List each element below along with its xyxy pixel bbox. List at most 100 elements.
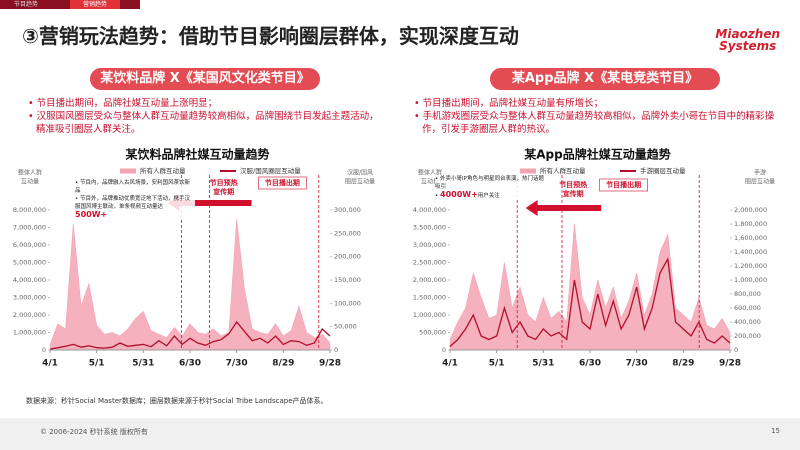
x-tick-label: 8/29 (272, 359, 294, 369)
slide-title: ③营销玩法趋势：借助节目影响圈层群体，实现深度互动 (22, 24, 519, 48)
y-tick-label: 3,500,000 (413, 224, 446, 232)
area (449, 223, 731, 351)
y2-tick-label: 1,000,000 (734, 276, 767, 284)
note-box: • 外卖小哥IP角色与明星同台表演，热门话题吸引 • 4000W+用户关注 (435, 175, 545, 200)
y-tick-label: 0 (442, 346, 446, 354)
period-label: 宣传期 (213, 187, 234, 196)
note: • 节目内，品牌融入古风场景，安利国风茶饮新品 • 节目外，品牌推动优质宽泛地下活… (75, 179, 195, 220)
panel-heading: 某饮料品牌 X《某国风文化类节目》 (90, 68, 320, 90)
note-line: • 节目外，品牌推动优质宽泛地下活动，携手汉服国风博主联动，单条视频互动量达50… (75, 196, 191, 219)
period-label: 节目预热 (559, 180, 587, 189)
x-tick-label: 6/30 (179, 359, 201, 369)
logo-text: Miaozhen (715, 27, 780, 41)
x-tick-label: 5/1 (89, 359, 105, 369)
logo-text: Systems (719, 39, 777, 53)
x-tick-label: 7/30 (226, 359, 248, 369)
y2-tick-label: 0 (334, 346, 338, 354)
y-tick-label: 1,500,000 (413, 294, 446, 302)
legend-label: 汉服/国风圈层互动量 (240, 167, 301, 175)
y2-tick-label: 200,000 (334, 253, 361, 261)
x-tick-label: 9/28 (319, 359, 341, 369)
note-text: 500W+ (75, 210, 108, 219)
tab-active: 营销趋势 (70, 0, 120, 9)
legend-label: 所有人群互动量 (540, 166, 586, 175)
bullets: • 节目播出期间，品牌社媒互动量上涨明显； • 汉服国风圈层受众与整体人群互动量趋… (26, 97, 386, 136)
note-box: • 节目内，品牌融入古风场景，安利国风茶饮新品 • 节目外，品牌推动优质宽泛地下活… (75, 179, 195, 220)
y-tick-label: 3,000,000 (413, 241, 446, 249)
y-axis-label: 整体人群 (418, 169, 442, 177)
x-tick-label: 6/30 (579, 359, 601, 369)
copyright: © 2006-2024 秒针系统 版权所有 (40, 428, 148, 436)
y2-axis-label: 手游 (754, 169, 766, 177)
y-tick-label: 2,000,000 (413, 276, 446, 284)
x-tick-label: 5/1 (489, 359, 505, 369)
y-tick-label: 4,000,000 (13, 276, 46, 284)
period-box (599, 178, 648, 192)
y2-tick-label: 1,800,000 (734, 220, 767, 228)
y-axis-label: 整体人群 (18, 169, 42, 177)
logo: Miaozhen Systems (715, 28, 780, 52)
x-tick-label: 8/29 (672, 359, 694, 369)
bullet: • 汉服国风圈层受众与整体人群互动量趋势较高相似，品牌围绕节目发起主题活动，精准… (28, 111, 379, 135)
note-line: • 节目内，品牌融入古风场景，安利国风茶饮新品 (75, 180, 191, 194)
period-label: 节目播出期 (265, 178, 300, 187)
note-text: 用户关注 (477, 193, 500, 199)
line (49, 320, 331, 350)
y2-tick-label: 300,000 (334, 206, 361, 214)
tab: 节目趋势 (14, 1, 39, 8)
x-tick-label: 4/1 (42, 359, 58, 369)
y2-tick-label: 50,000 (334, 323, 357, 331)
y2-tick-label: 250,000 (334, 229, 361, 237)
arrow (167, 195, 252, 211)
footer: © 2006-2024 秒针系统 版权所有 15 (0, 418, 800, 450)
note-text: 4000W+ (440, 190, 478, 199)
bullet: • 节目播出期间，品牌社媒互动量上涨明显； (28, 98, 218, 109)
y-axis-label: 互动量 (21, 179, 39, 186)
y2-axis-label: 汉服/国风 (347, 169, 373, 177)
bullets: • 节目播出期间，品牌社媒互动量有所增长； • 手机游戏圈层受众与整体人群互动量趋… (412, 97, 782, 136)
y-tick-label: 4,000,000 (413, 206, 446, 214)
y2-tick-label: 1,200,000 (734, 262, 767, 270)
note-text: 节目内，品牌融入古风场景，安利国风茶饮新品 (75, 180, 191, 194)
y-tick-label: 2,000,000 (13, 311, 46, 319)
area (49, 218, 331, 351)
page-number: 15 (771, 427, 780, 435)
line (449, 256, 731, 347)
x-tick-label: 4/1 (442, 359, 458, 369)
period-label: 节目播出期 (606, 180, 641, 189)
period-label: 宣传期 (563, 189, 584, 198)
y2-tick-label: 1,400,000 (734, 248, 767, 256)
period-label: 节目预热 (210, 178, 238, 187)
note-line: • 外卖小哥IP角色与明星同台表演，热门话题吸引 (435, 176, 544, 190)
y2-tick-label: 600,000 (734, 304, 761, 312)
y-axis-label: 互动量 (421, 179, 439, 186)
y-tick-label: 500,000 (419, 329, 446, 337)
y2-tick-label: 1,600,000 (734, 234, 767, 242)
y-tick-label: 5,000,000 (13, 259, 46, 267)
bullet: • 节目播出期间，品牌社媒互动量有所增长； (414, 98, 604, 109)
y2-axis-label: 圈层互动量 (745, 179, 775, 186)
y-tick-label: 3,000,000 (13, 294, 46, 302)
y-tick-label: 7,000,000 (13, 224, 46, 232)
note: • 外卖小哥IP角色与明星同台表演，热门话题吸引• 4000W+用户关注 (435, 175, 545, 200)
note-text: 节目外，品牌推动优质宽泛地下活动，携手汉服国风博主联动，单条视频互动量达 (75, 196, 191, 210)
legend-label: 手游圈层互动量 (640, 166, 686, 175)
x-tick-label: 7/30 (626, 359, 648, 369)
note-line: • 4000W+用户关注 (435, 190, 500, 200)
y2-tick-label: 2,000,000 (734, 206, 767, 214)
y-tick-label: 8,000,000 (13, 206, 46, 214)
note-text: 外卖小哥IP角色与明星同台表演，热门话题吸引 (435, 176, 544, 190)
chart-title: 某App品牌社媒互动量趋势 (524, 147, 670, 162)
y-tick-label: 1,000,000 (413, 311, 446, 319)
x-tick-label: 5/31 (532, 359, 554, 369)
y-tick-label: 1,000,000 (13, 329, 46, 337)
y2-tick-label: 200,000 (734, 332, 761, 340)
source: 数据来源：秒针Social Master数据库；圈层数据来源于秒针Social … (26, 397, 328, 405)
y2-tick-label: 400,000 (734, 318, 761, 326)
y2-tick-label: 150,000 (334, 276, 361, 284)
period-box (258, 176, 307, 190)
y2-tick-label: 800,000 (734, 290, 761, 298)
